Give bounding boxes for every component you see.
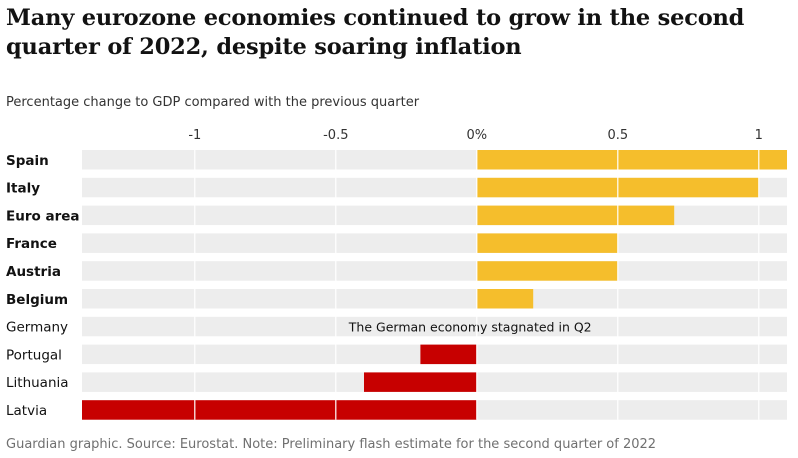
bar-track (82, 205, 787, 226)
category-label: Spain (6, 153, 49, 169)
bar-track (82, 233, 787, 253)
x-tick-label: 0% (466, 128, 487, 143)
bar-track (82, 261, 787, 281)
chart-title: Many eurozone economies continued to gro… (6, 5, 745, 60)
bar-track (82, 289, 787, 309)
category-label: Italy (6, 181, 40, 197)
bar (476, 150, 787, 170)
category-label: Latvia (6, 403, 47, 419)
source-note: Guardian graphic. Source: Eurostat. Note… (6, 437, 657, 452)
bar (476, 289, 534, 309)
x-tick-label: -0.5 (323, 128, 348, 143)
category-label: Austria (6, 264, 61, 280)
bar (82, 400, 477, 420)
annotation-label: The German economy stagnated in Q2 (348, 320, 592, 335)
bar (364, 372, 477, 392)
x-tick-label: 0.5 (607, 128, 628, 143)
chart-subtitle: Percentage change to GDP compared with t… (6, 95, 420, 110)
bar (420, 344, 477, 365)
bar (476, 205, 675, 226)
category-label: Lithuania (6, 375, 69, 391)
category-label: Euro area (6, 208, 80, 224)
bar (476, 261, 618, 281)
bar-track (82, 316, 787, 337)
category-label: Germany (6, 320, 68, 336)
category-label: France (6, 236, 57, 252)
gdp-bar-chart: -1 -0.5 0% 0.5 1 Spain Italy Euro area France Aus… (6, 128, 787, 420)
x-tick-label: 1 (755, 128, 763, 143)
x-tick-label: -1 (188, 128, 201, 143)
category-label: Portugal (6, 347, 62, 363)
bar (476, 233, 618, 253)
category-label: Belgium (6, 292, 68, 308)
